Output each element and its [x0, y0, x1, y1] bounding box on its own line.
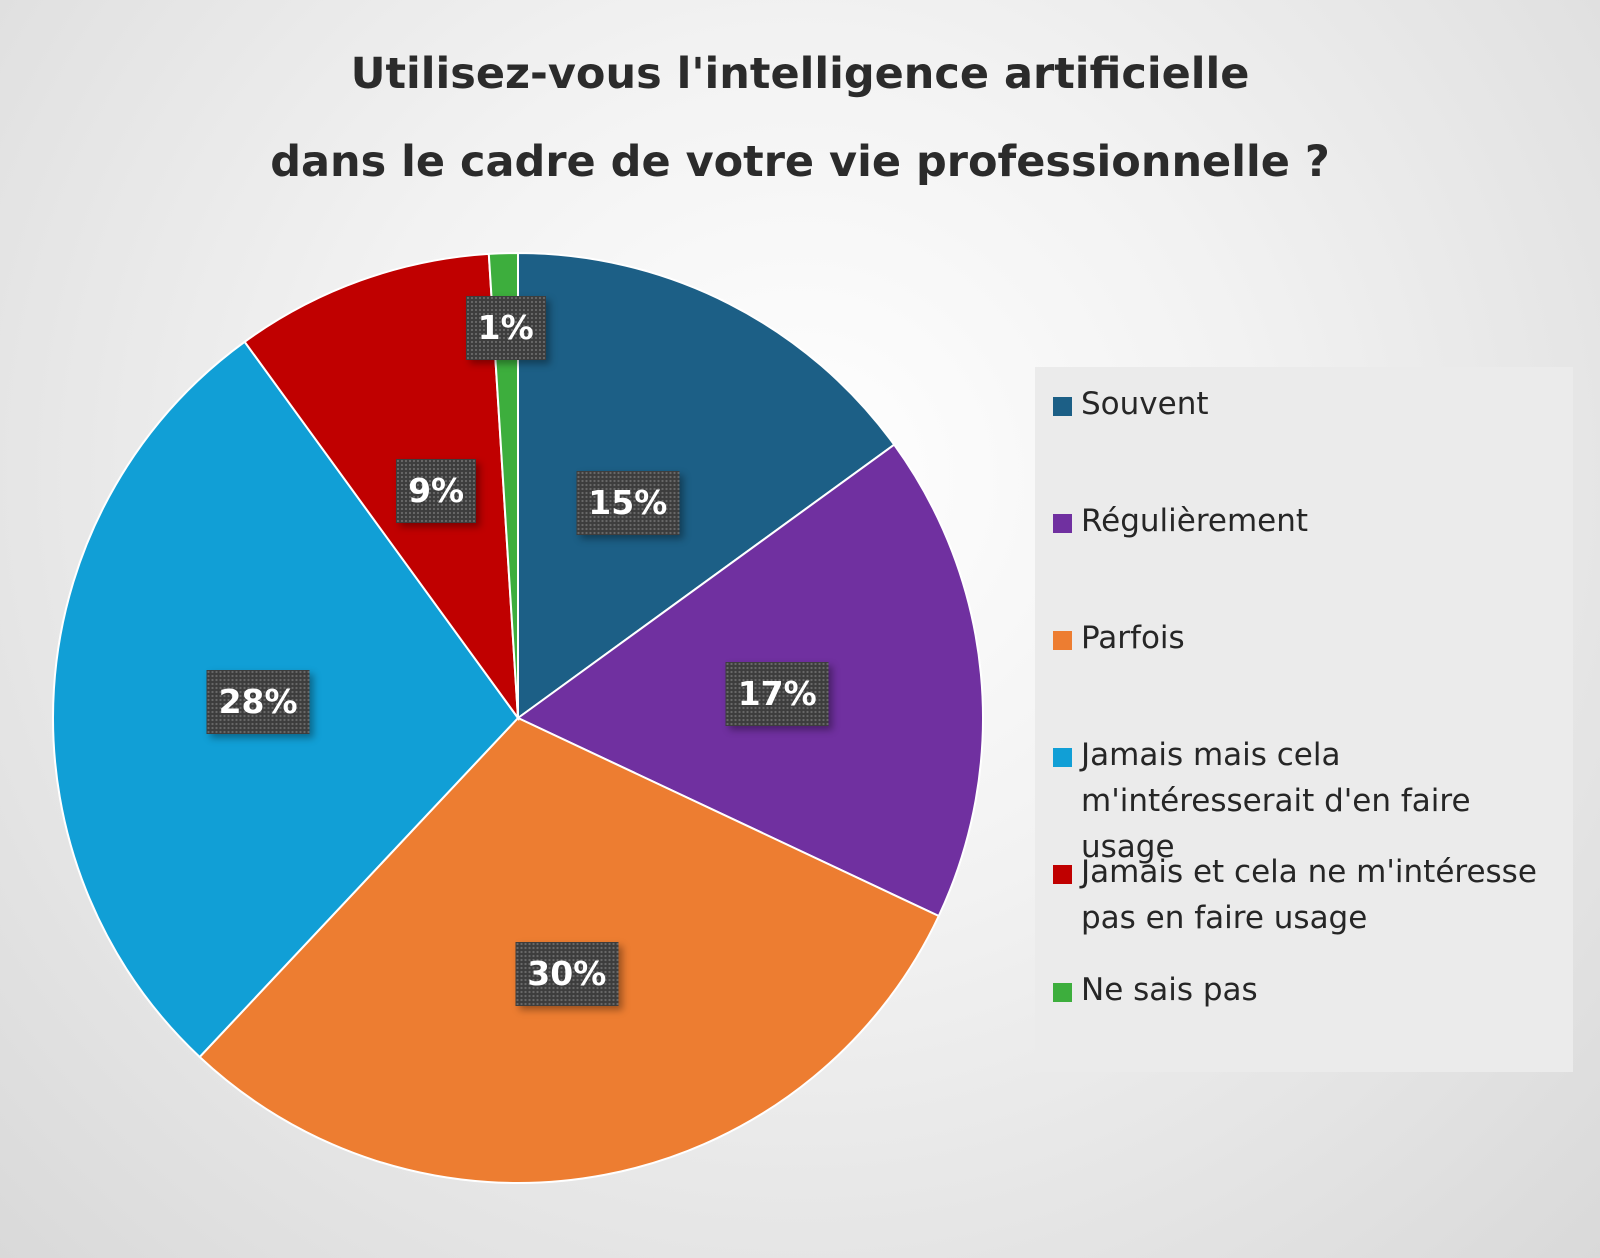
- legend-swatch-jamais-pas-interesse: [1053, 865, 1072, 884]
- legend-swatch-regulierement: [1053, 514, 1072, 533]
- legend-label-jamais-interesse: Jamais mais cela m'intéresserait d'en fa…: [1081, 737, 1471, 865]
- data-label-jamais-pas-interesse: 9%: [396, 458, 477, 523]
- data-label-parfois: 30%: [515, 941, 619, 1006]
- legend-item-jamais-interesse: Jamais mais cela m'intéresserait d'en fa…: [1053, 732, 1568, 870]
- legend-item-parfois: Parfois: [1053, 615, 1568, 661]
- pie-slice-jamais-pas-interesse: [243, 252, 520, 722]
- legend: Souvent Régulièrement Parfois Jamais mai…: [1035, 367, 1573, 1072]
- data-label-ne-sais-pas: 1%: [465, 295, 546, 360]
- legend-label-jamais-pas-interesse: Jamais et cela ne m'intéresse pas en fai…: [1081, 854, 1537, 936]
- legend-swatch-parfois: [1053, 631, 1072, 650]
- legend-item-regulierement: Régulièrement: [1053, 498, 1568, 544]
- legend-item-ne-sais-pas: Ne sais pas: [1053, 967, 1568, 1013]
- legend-label-regulierement: Régulièrement: [1081, 503, 1309, 539]
- pie-slice-souvent: [517, 251, 896, 720]
- legend-swatch-ne-sais-pas: [1053, 983, 1072, 1002]
- data-label-regulierement: 17%: [725, 661, 829, 726]
- pie-slice-ne-sais-pas: [487, 251, 519, 719]
- legend-swatch-souvent: [1053, 397, 1072, 416]
- chart-title: Utilisez-vous l'intelligence artificiell…: [0, 30, 1600, 206]
- legend-label-souvent: Souvent: [1081, 386, 1209, 422]
- chart-title-line-2: dans le cadre de votre vie professionnel…: [270, 137, 1330, 187]
- data-label-jamais-interesse: 28%: [206, 669, 310, 734]
- legend-label-parfois: Parfois: [1081, 620, 1185, 656]
- legend-swatch-jamais-interesse: [1053, 748, 1072, 767]
- legend-item-jamais-pas-interesse: Jamais et cela ne m'intéresse pas en fai…: [1053, 849, 1568, 941]
- chart-title-line-1: Utilisez-vous l'intelligence artificiell…: [350, 49, 1250, 99]
- legend-label-ne-sais-pas: Ne sais pas: [1081, 972, 1258, 1008]
- legend-item-souvent: Souvent: [1053, 381, 1568, 427]
- data-label-souvent: 15%: [576, 470, 680, 535]
